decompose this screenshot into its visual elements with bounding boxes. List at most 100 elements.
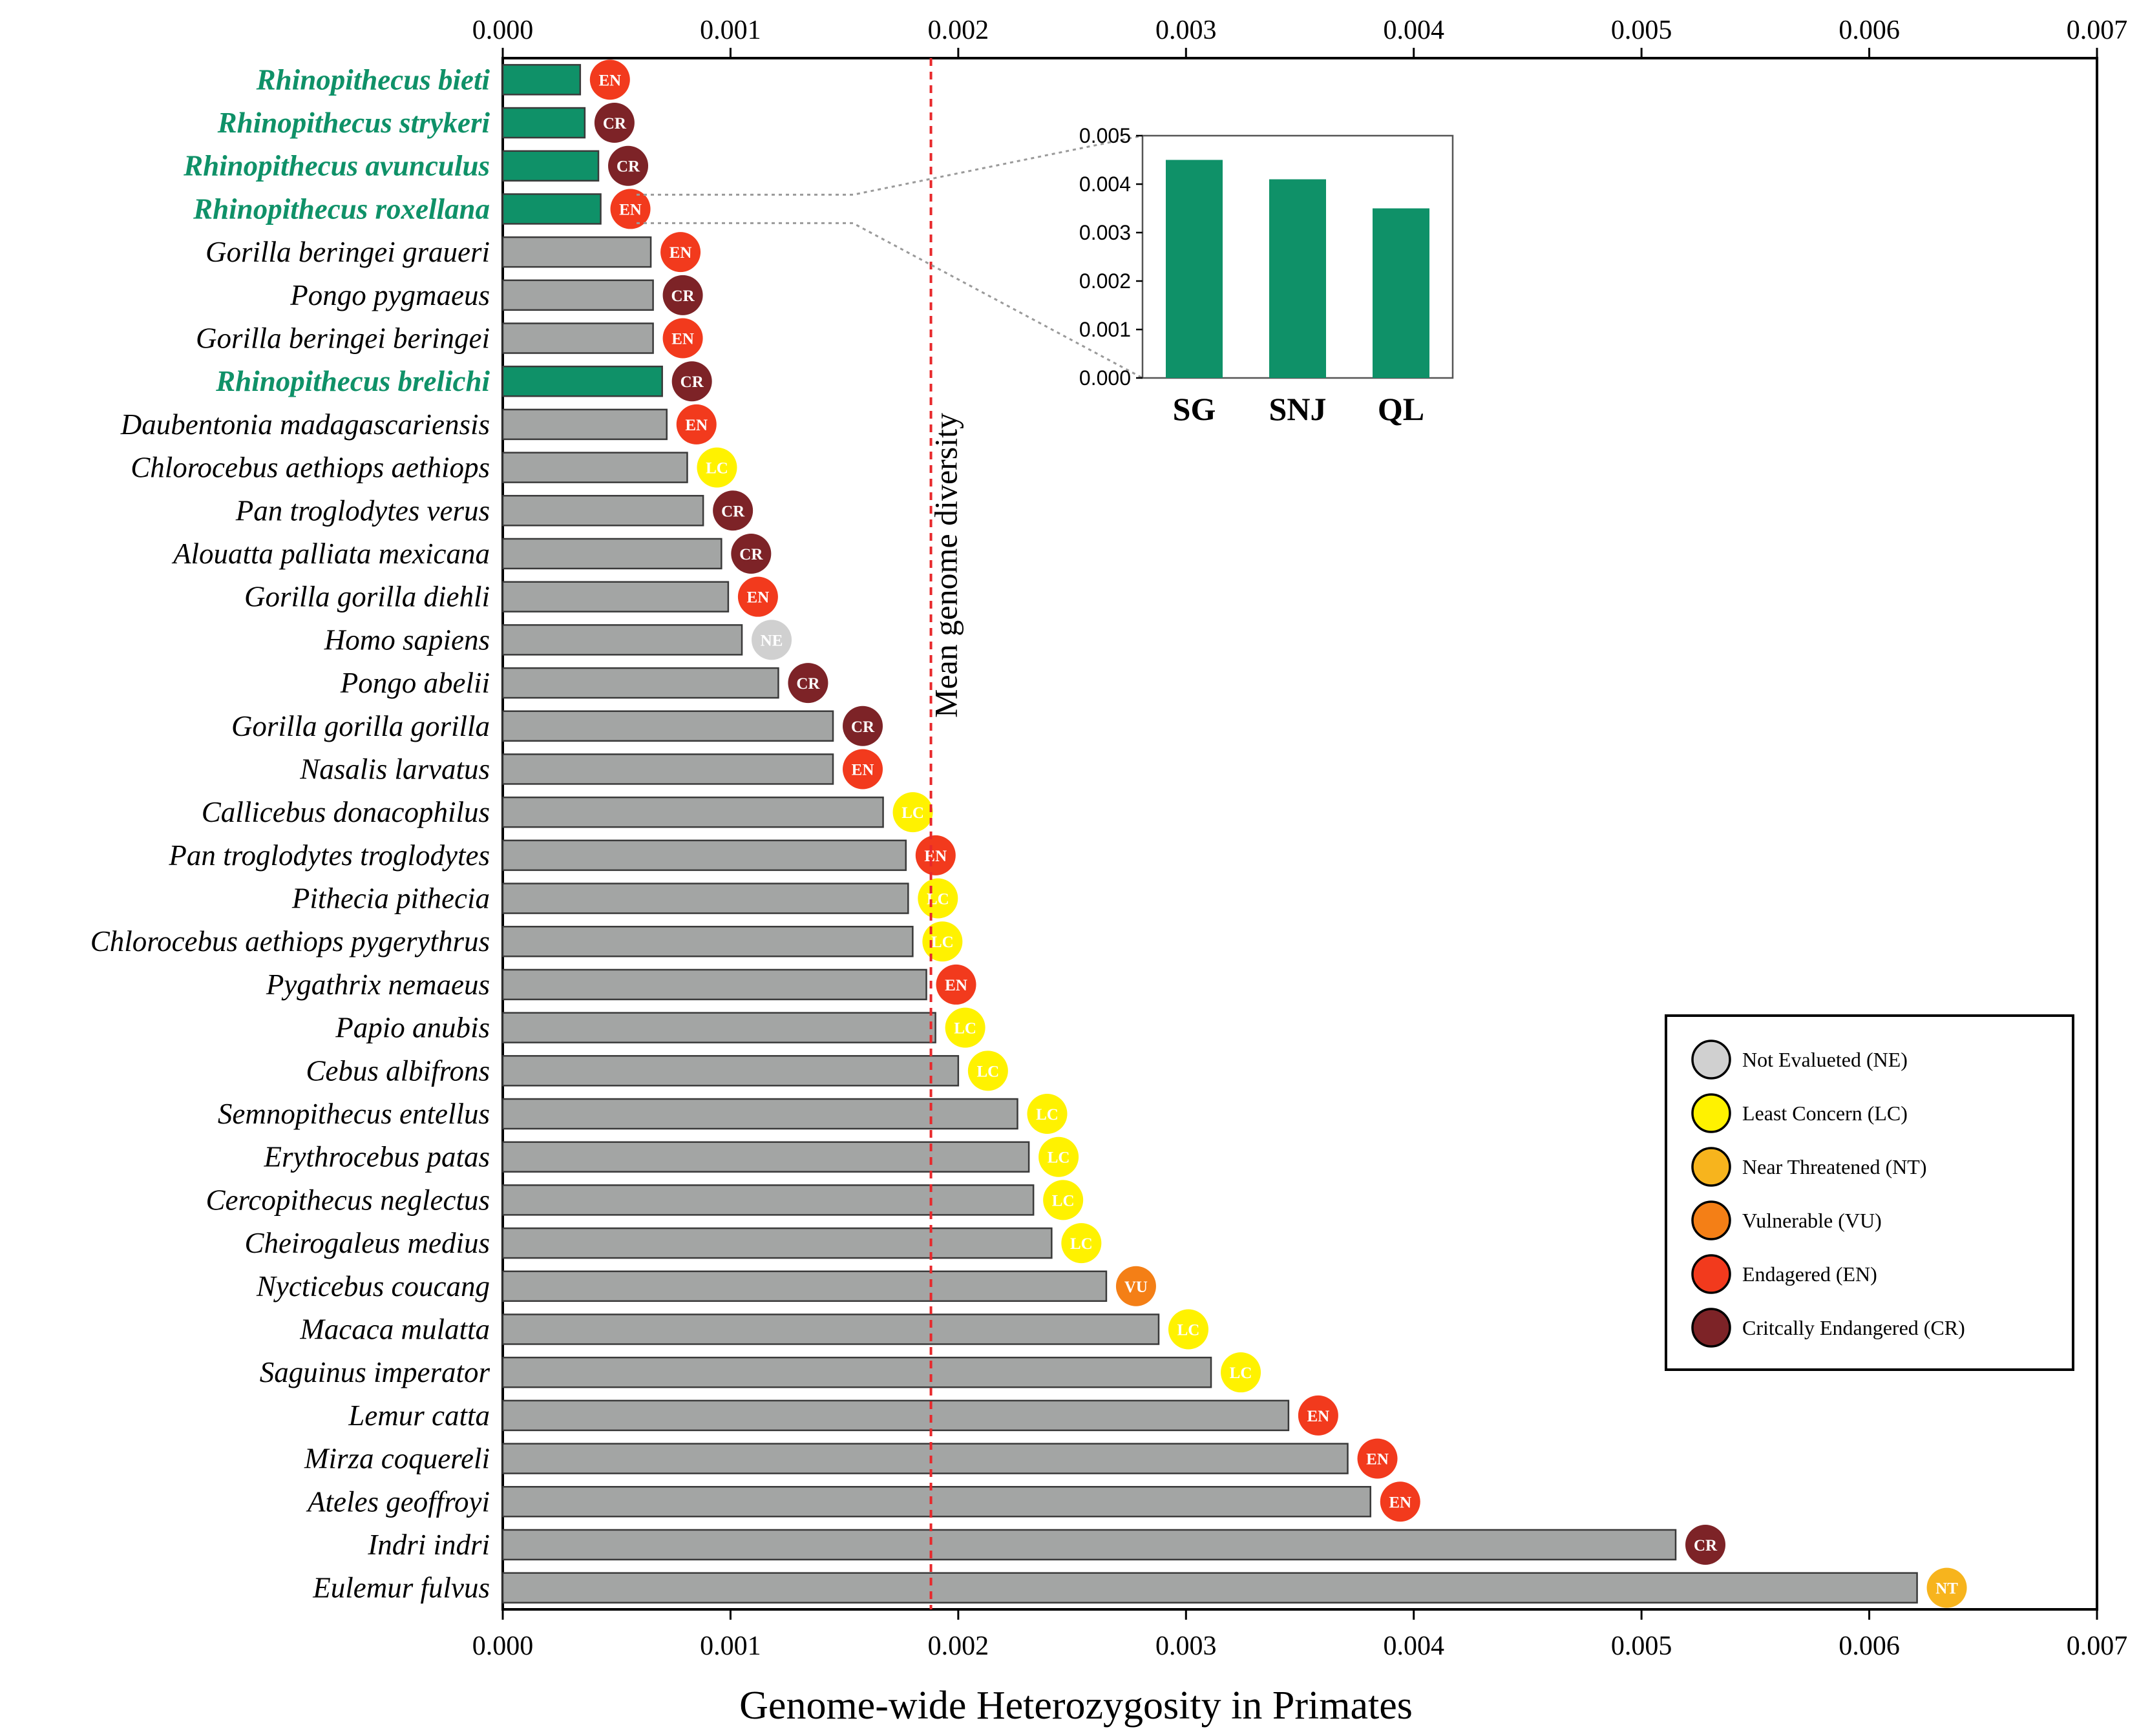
bar — [501, 236, 652, 268]
species-label: Erythrocebus patas — [263, 1141, 490, 1173]
x-tick-label-bottom: 0.003 — [1155, 1631, 1217, 1661]
status-badge-label: EN — [1366, 1451, 1389, 1469]
status-badge-en — [1380, 1481, 1420, 1522]
species-label: Pan troglodytes verus — [235, 494, 490, 527]
status-badge-label: EN — [669, 244, 692, 262]
legend-swatch-nt — [1691, 1147, 1731, 1187]
status-badge-en — [662, 318, 703, 359]
status-badge-lc — [697, 447, 737, 488]
status-badge-en — [610, 189, 651, 229]
species-label: Pongo abelii — [340, 667, 490, 699]
status-badge-lc — [922, 921, 963, 962]
x-tick-label-bottom: 0.004 — [1383, 1631, 1444, 1661]
inset-category-label: SG — [1173, 391, 1216, 427]
status-badge-cr — [788, 663, 828, 704]
species-label: Semnopithecus entellus — [218, 1098, 490, 1130]
status-badge-lc — [967, 1051, 1008, 1091]
status-badge-label: CR — [680, 373, 704, 391]
bar — [501, 452, 688, 483]
inset-y-tick-label: 0.000 — [1079, 366, 1131, 390]
legend-label: Near Threatened (NT) — [1742, 1155, 1926, 1178]
status-badge-label: LC — [1052, 1192, 1075, 1209]
status-badge-label: LC — [1070, 1235, 1093, 1253]
species-label: Rhinopithecus avunculus — [183, 150, 490, 182]
status-badge-label: VU — [1124, 1279, 1148, 1296]
status-badge-en — [936, 964, 976, 1005]
status-badge-label: EN — [747, 589, 770, 607]
status-badge-lc — [1027, 1094, 1068, 1135]
legend-label: Critcally Endangered (CR) — [1742, 1316, 1965, 1339]
status-badge-label: LC — [1230, 1365, 1252, 1382]
bar — [501, 1098, 1018, 1130]
status-badge-lc — [918, 878, 958, 919]
bar — [501, 925, 914, 957]
species-label: Nycticebus coucang — [256, 1270, 490, 1302]
inset-category-label: SNJ — [1269, 391, 1327, 427]
status-badge-label: EN — [945, 977, 967, 994]
inset-y-tick-label: 0.005 — [1079, 124, 1131, 147]
bar — [501, 495, 704, 527]
bar — [501, 1399, 1290, 1432]
bar — [501, 667, 779, 699]
species-label: Pygathrix nemaeus — [266, 968, 490, 1001]
status-badge-en — [676, 404, 717, 444]
status-badge-label: EN — [619, 201, 642, 218]
inset-bar — [1166, 160, 1223, 378]
species-label: Pan troglodytes troglodytes — [168, 839, 490, 872]
x-tick-label-top: 0.000 — [472, 16, 534, 45]
species-label: Gorilla gorilla gorilla — [231, 710, 490, 742]
status-badge-label: EN — [852, 761, 874, 779]
status-badge-cr — [843, 706, 883, 746]
status-badge-lc — [1168, 1309, 1208, 1350]
status-badge-label: EN — [1389, 1494, 1411, 1511]
legend-swatch-lc — [1691, 1093, 1731, 1133]
bar — [501, 1055, 960, 1087]
bar — [501, 1313, 1160, 1345]
inset-y-tick-label: 0.004 — [1079, 173, 1131, 196]
status-badge-lc — [945, 1007, 985, 1048]
species-label: Cheirogaleus medius — [244, 1227, 490, 1259]
bar — [501, 624, 743, 656]
status-badge-cr — [713, 490, 753, 531]
inset-y-tick-label: 0.001 — [1079, 318, 1131, 341]
species-label: Rhinopithecus roxellana — [193, 193, 490, 225]
x-tick-label-top: 0.004 — [1383, 16, 1444, 45]
species-label: Homo sapiens — [324, 623, 490, 656]
species-label: Pongo pygmaeus — [290, 279, 490, 311]
status-badge-label: CR — [739, 546, 763, 563]
species-label: Indri indri — [367, 1529, 490, 1561]
status-badge-label: EN — [671, 331, 694, 348]
bar — [501, 1356, 1212, 1388]
status-badge-ne — [752, 620, 792, 660]
status-badge-lc — [1221, 1352, 1261, 1393]
bar — [501, 883, 909, 914]
species-label: Gorilla beringei graueri — [205, 236, 490, 268]
status-badge-label: CR — [1694, 1537, 1718, 1554]
status-badge-label: EN — [924, 848, 947, 865]
bar — [501, 279, 654, 311]
legend-label: Not Evalueted (NE) — [1742, 1048, 1908, 1071]
status-badge-label: CR — [851, 718, 875, 736]
species-label: Eulemur fulvus — [312, 1572, 490, 1604]
bar — [501, 1529, 1677, 1561]
legend-box — [1665, 1014, 2074, 1371]
status-badge-label: EN — [685, 417, 708, 434]
plot-frame — [501, 57, 2098, 1611]
species-label: Lemur catta — [348, 1399, 490, 1432]
status-badge-label: LC — [901, 804, 924, 822]
species-label: Rhinopithecus bieti — [256, 63, 490, 96]
status-badge-label: EN — [1307, 1408, 1330, 1425]
bar — [501, 365, 663, 397]
species-label: Chlorocebus aethiops pygerythrus — [90, 925, 490, 957]
status-badge-lc — [1061, 1223, 1102, 1264]
x-tick-label-top: 0.007 — [2067, 16, 2128, 45]
status-badge-nt — [1926, 1567, 1967, 1608]
legend-swatch-ne — [1691, 1040, 1731, 1080]
status-badge-label: CR — [671, 288, 695, 305]
inset-category-label: QL — [1378, 391, 1424, 427]
inset-bar — [1269, 179, 1326, 378]
x-tick-label-top: 0.003 — [1155, 16, 1217, 45]
x-tick-label-bottom: 0.007 — [2067, 1631, 2128, 1661]
bar — [501, 1572, 1918, 1604]
